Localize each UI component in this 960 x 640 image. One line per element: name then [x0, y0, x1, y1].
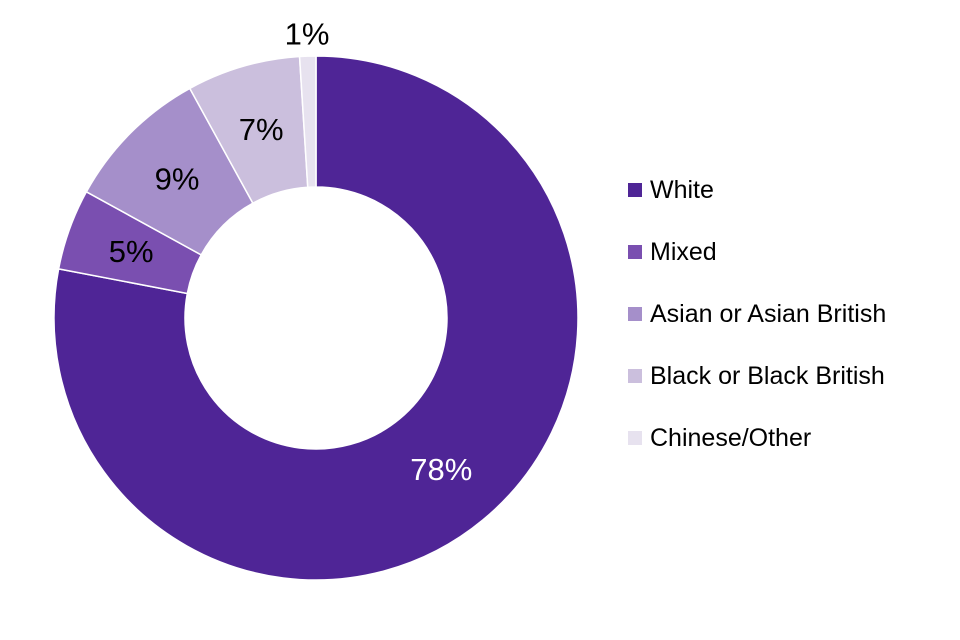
legend-label-mixed: Mixed — [650, 238, 717, 266]
legend-swatch-mixed — [628, 245, 642, 259]
slice-label-asian-or-asian-british: 9% — [155, 162, 200, 197]
legend-swatch-chinese-other — [628, 431, 642, 445]
legend-label-chinese-other: Chinese/Other — [650, 424, 811, 452]
legend: White Mixed Asian or Asian British Black or… — [628, 176, 886, 452]
slices-group — [53, 55, 579, 581]
legend-label-black-or-black-british: Black or Black British — [650, 362, 885, 390]
legend-swatch-asian-or-asian-british — [628, 307, 642, 321]
slice-label-white: 78% — [410, 452, 472, 487]
slice-white — [53, 55, 579, 581]
legend-swatch-black-or-black-british — [628, 369, 642, 383]
legend-item-asian-or-asian-british: Asian or Asian British — [628, 300, 886, 328]
slice-chinese-other — [298, 55, 317, 189]
legend-item-chinese-other: Chinese/Other — [628, 424, 811, 452]
slice-label-chinese-other: 1% — [285, 17, 330, 52]
legend-item-white: White — [628, 176, 714, 204]
legend-item-mixed: Mixed — [628, 238, 717, 266]
legend-item-black-or-black-british: Black or Black British — [628, 362, 885, 390]
legend-label-white: White — [650, 176, 714, 204]
slice-label-mixed: 5% — [109, 234, 154, 269]
legend-swatch-white — [628, 183, 642, 197]
slice-labels-group: 78% 5% 9% 7% 1% — [109, 17, 473, 487]
legend-label-asian-or-asian-british: Asian or Asian British — [650, 300, 886, 328]
slice-label-black-or-black-british: 7% — [239, 112, 284, 147]
